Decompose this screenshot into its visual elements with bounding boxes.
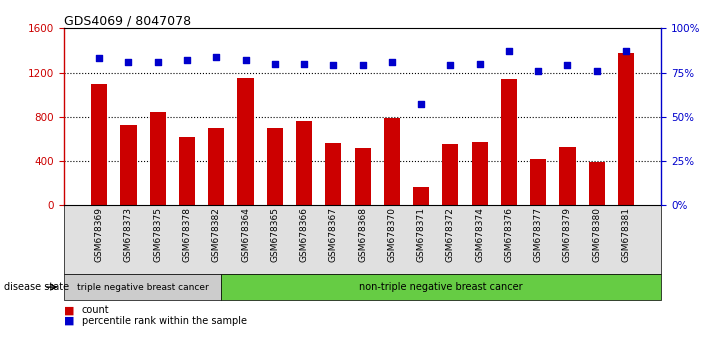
Text: count: count [82, 306, 109, 315]
Text: disease state: disease state [4, 282, 69, 292]
Bar [120, 125, 137, 205]
Bar [179, 137, 195, 205]
Point [415, 102, 427, 107]
Text: non-triple negative breast cancer: non-triple negative breast cancer [359, 282, 523, 292]
Point [152, 59, 164, 65]
Point [299, 61, 310, 67]
Point [357, 63, 368, 68]
Point [444, 63, 456, 68]
Point [328, 63, 339, 68]
Bar [355, 148, 370, 205]
Bar [150, 113, 166, 205]
Bar [413, 187, 429, 205]
Bar [208, 128, 224, 205]
Bar [267, 128, 283, 205]
Point [181, 57, 193, 63]
Bar [384, 118, 400, 205]
Bar [91, 84, 107, 205]
Point [620, 48, 631, 54]
Text: ■: ■ [64, 306, 75, 315]
Point [533, 68, 544, 74]
Text: GDS4069 / 8047078: GDS4069 / 8047078 [64, 14, 191, 27]
Bar [618, 53, 634, 205]
Bar [326, 143, 341, 205]
Point [591, 68, 602, 74]
Point [474, 61, 486, 67]
Point [123, 59, 134, 65]
Bar [471, 142, 488, 205]
Bar [501, 79, 517, 205]
Bar [560, 147, 575, 205]
Point [562, 63, 573, 68]
Bar [296, 121, 312, 205]
Text: percentile rank within the sample: percentile rank within the sample [82, 316, 247, 326]
Text: triple negative breast cancer: triple negative breast cancer [77, 282, 208, 292]
Point [503, 48, 515, 54]
Text: ■: ■ [64, 316, 75, 326]
Bar [530, 159, 546, 205]
Bar [237, 78, 254, 205]
Point [240, 57, 251, 63]
Bar [589, 162, 605, 205]
Point [210, 54, 222, 59]
Point [94, 56, 105, 61]
Point [269, 61, 281, 67]
Bar [442, 144, 459, 205]
Point [386, 59, 397, 65]
